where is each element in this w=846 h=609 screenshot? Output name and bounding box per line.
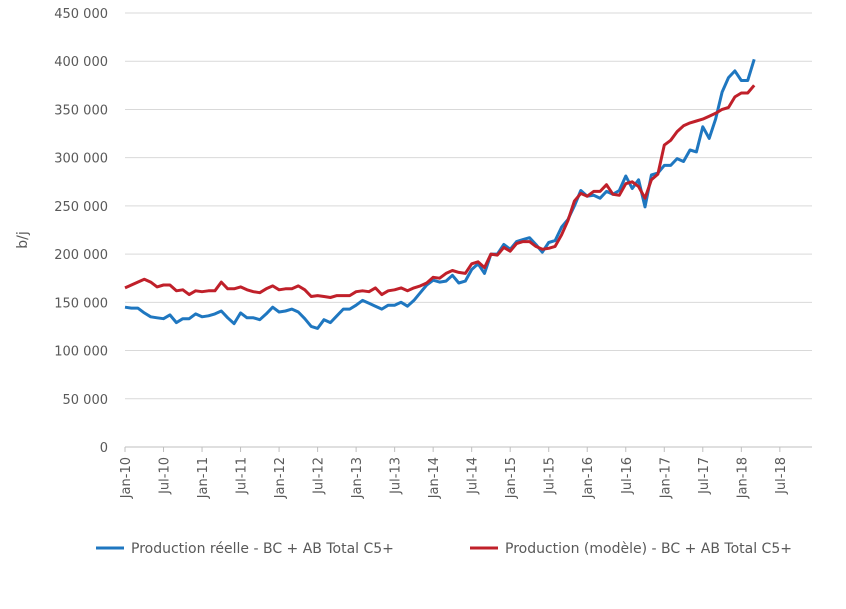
series-line-model (124, 84, 756, 299)
y-tick-label: 200 000 (54, 248, 108, 263)
x-tick-label: Jul-17 (697, 457, 712, 495)
legend-label: Production (modèle) - BC + AB Total C5+ (505, 541, 792, 557)
x-tick-label: Jan-14 (427, 457, 442, 499)
legend: Production réelle - BC + AB Total C5+ Pro… (96, 541, 792, 557)
y-axis-label: b/j (15, 231, 31, 249)
y-tick-label: 350 000 (54, 103, 108, 118)
y-tick-label: 450 000 (54, 7, 108, 22)
x-tick-label: Jul-13 (389, 457, 404, 495)
y-tick-label: 250 000 (54, 200, 108, 215)
y-tick-label: 150 000 (54, 296, 108, 311)
x-tick-label: Jul-12 (312, 457, 327, 495)
x-tick-label: Jan-13 (350, 457, 365, 499)
x-tick-label: Jan-18 (735, 457, 750, 499)
x-tick-labels: Jan-10 Jul-10 Jan-11 Jul-11 Jan-12 Jul-12 Jan-… (119, 457, 789, 499)
x-tick-label: Jul-14 (466, 457, 481, 495)
series-lines (124, 58, 756, 330)
y-tick-label: 50 000 (63, 393, 109, 408)
series-line-actual (124, 58, 756, 330)
x-tick-label: Jan-15 (504, 457, 519, 499)
legend-label: Production réelle - BC + AB Total C5+ (131, 541, 394, 557)
y-tick-label: 0 (100, 441, 108, 456)
gridlines (124, 12, 812, 452)
x-tick-label: Jul-15 (543, 457, 558, 495)
x-tick-label: Jan-10 (119, 457, 134, 499)
x-tick-label: Jan-11 (196, 457, 211, 499)
y-tick-labels: 0 50 000 100 000 150 000 200 000 250 000 300 0… (54, 7, 108, 456)
y-tick-label: 300 000 (54, 152, 108, 167)
x-tick-label: Jan-17 (658, 457, 673, 499)
x-tick-label: Jul-10 (158, 457, 173, 495)
x-tick-label: Jan-16 (581, 457, 596, 499)
x-tick-label: Jul-11 (235, 457, 250, 495)
x-tick-label: Jul-18 (774, 457, 789, 495)
x-tick-label: Jan-12 (273, 457, 288, 499)
x-tick-label: Jul-16 (620, 457, 635, 495)
y-tick-label: 100 000 (54, 345, 108, 360)
y-tick-label: 400 000 (54, 55, 108, 70)
